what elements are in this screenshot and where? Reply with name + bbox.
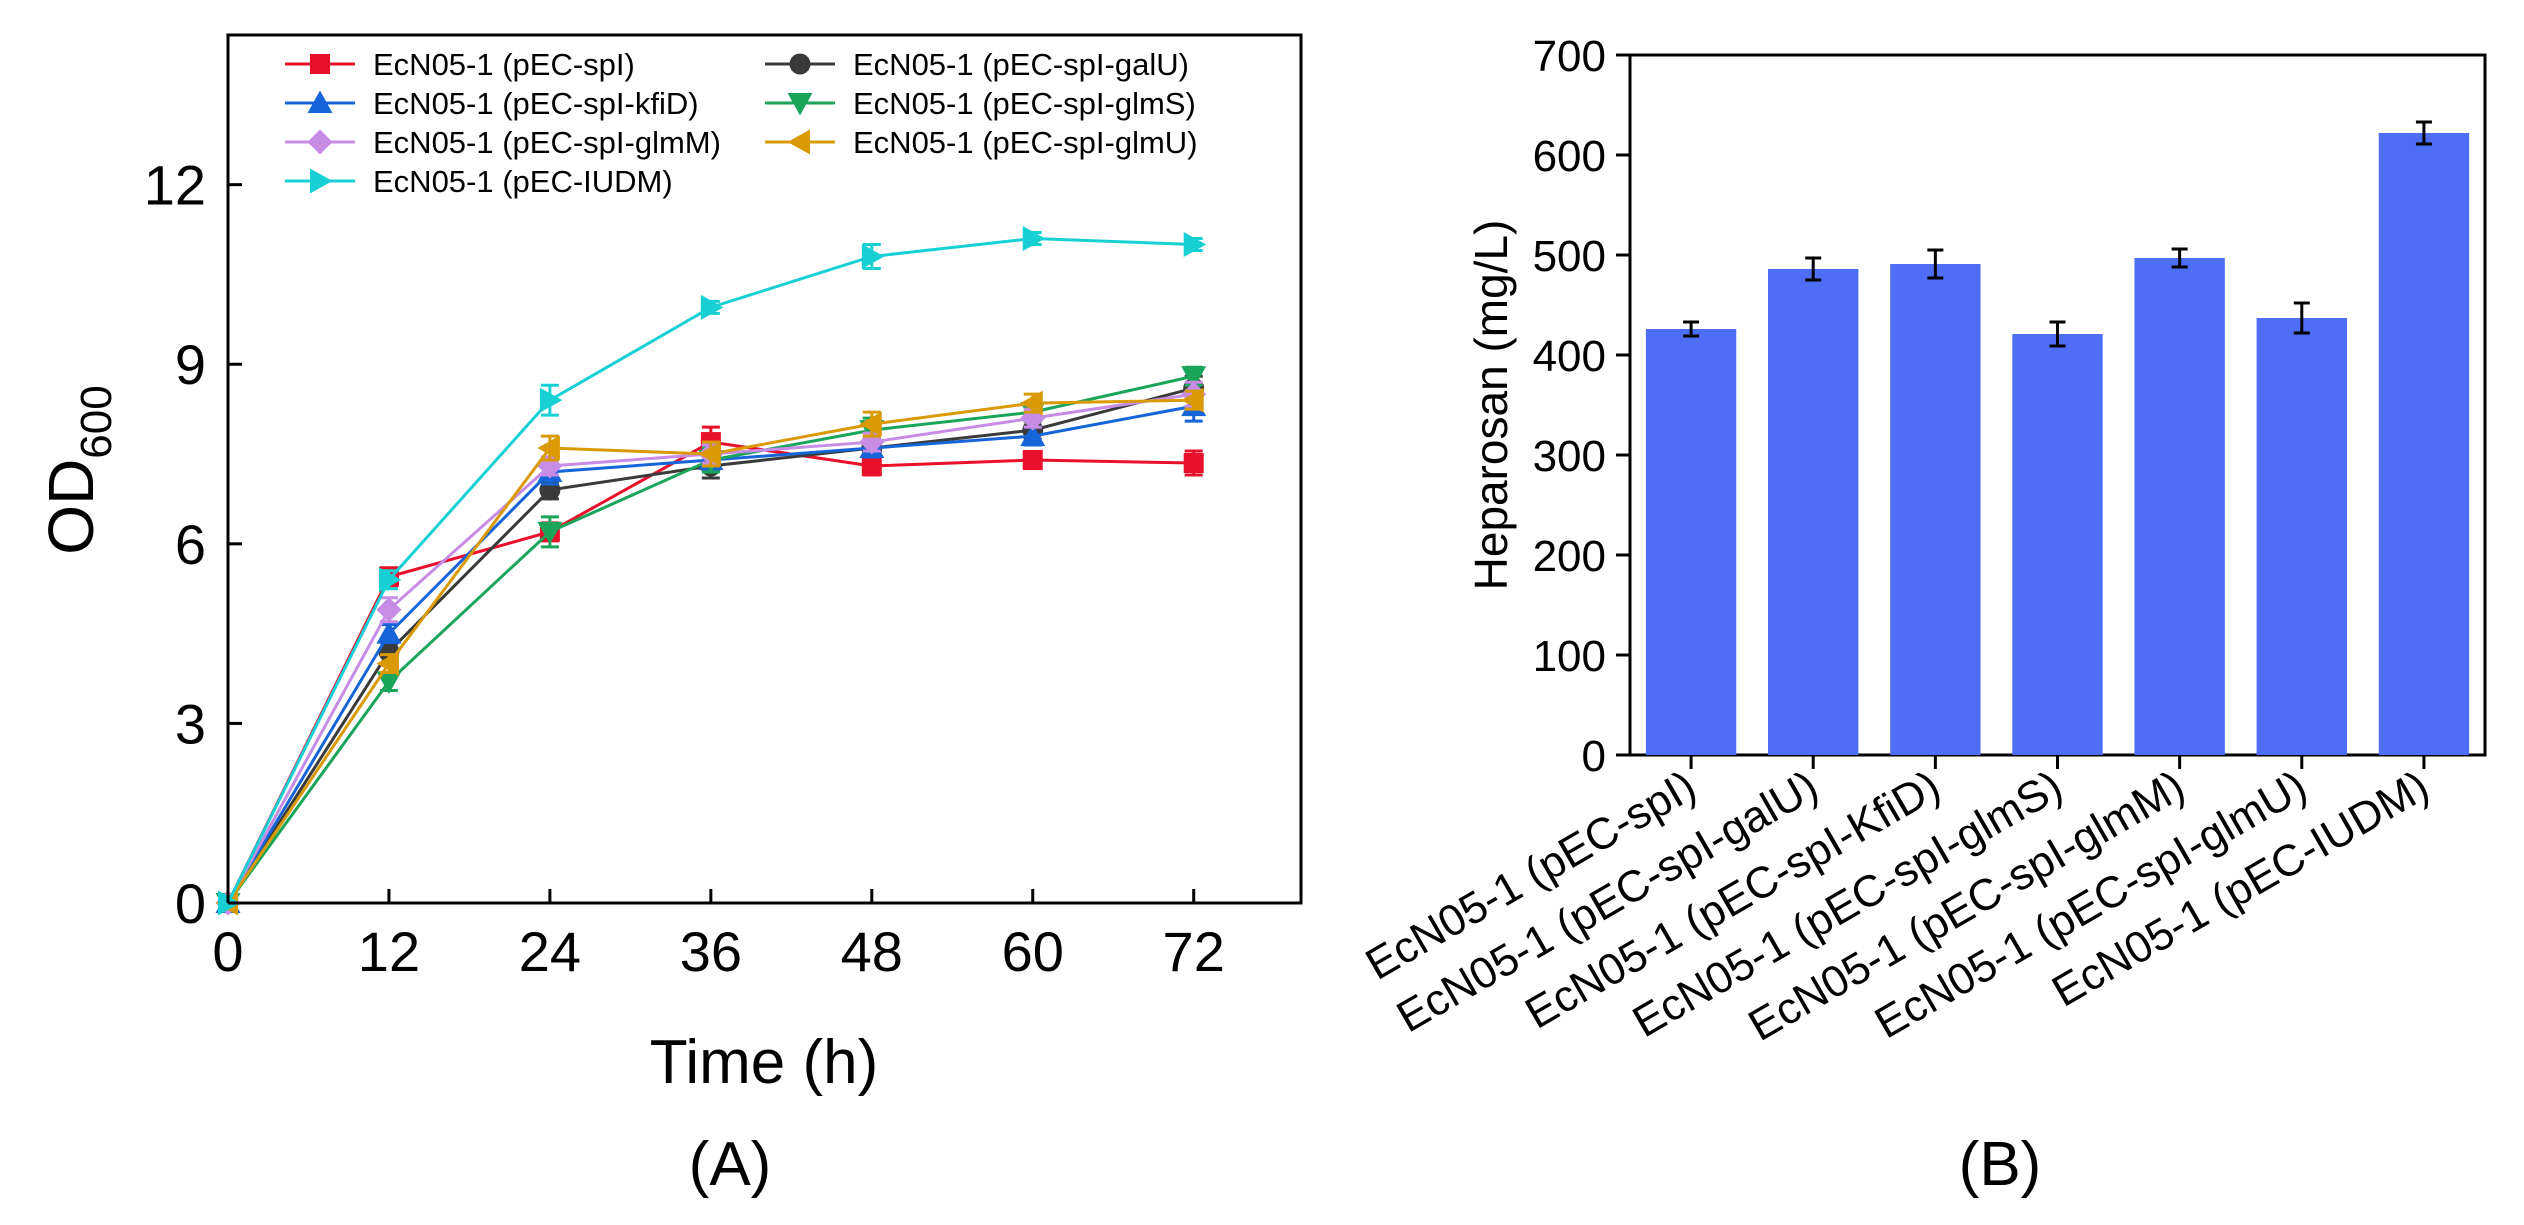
panel-a-legend-marker bbox=[789, 53, 811, 75]
panel-a-legend-entry: EcN05-1 (pEC-spI-glmS) bbox=[765, 86, 1196, 121]
panel-b-y-tick-label: 200 bbox=[1533, 532, 1606, 581]
panel-a-data-point bbox=[376, 621, 402, 644]
panel-a-legend-marker bbox=[310, 54, 330, 74]
panel-a-legend-label: EcN05-1 (pEC-spI) bbox=[373, 47, 635, 82]
panel-b-bar bbox=[2378, 133, 2470, 755]
panel-b-y-tick-label: 0 bbox=[1582, 732, 1606, 781]
panel-a-data-point bbox=[698, 441, 721, 467]
panel-a-y-tick-label: 9 bbox=[175, 333, 206, 396]
panel-a-legend-entry: EcN05-1 (pEC-spI) bbox=[285, 47, 635, 82]
panel-a-data-point bbox=[859, 411, 882, 437]
panel-a-legend-label: EcN05-1 (pEC-spI-glmU) bbox=[853, 125, 1198, 160]
panel-a-plot-frame bbox=[226, 33, 1303, 905]
panel-a-legend-marker bbox=[310, 168, 333, 194]
panel-a-series-line bbox=[226, 237, 1194, 904]
panel-a-x-tick-label: 60 bbox=[1002, 920, 1064, 983]
panel-b-bar bbox=[2134, 258, 2225, 755]
panel-a-x-tick-label: 72 bbox=[1163, 920, 1225, 983]
panel-a-data-point bbox=[537, 435, 560, 461]
panel-a-x-tick-label: 36 bbox=[680, 920, 742, 983]
panel-a-y-axis-label-subscript: 600 bbox=[72, 385, 121, 458]
panel-a-data-point bbox=[539, 387, 563, 413]
panel-a-y-axis-label: OD600 bbox=[35, 385, 121, 554]
panel-a-series-line bbox=[226, 440, 1194, 904]
panel-a-data-point bbox=[1183, 453, 1204, 474]
panel-a-data-point bbox=[1181, 387, 1204, 413]
panel-a-data-point bbox=[861, 456, 882, 477]
panel-b-label: (B) bbox=[1959, 1130, 2042, 1199]
panel-a-series-group bbox=[215, 226, 1207, 916]
panel-a-legend-entry: EcN05-1 (pEC-IUDM) bbox=[285, 164, 673, 199]
panel-a-data-point bbox=[861, 243, 885, 269]
panel-a-data-point bbox=[1020, 390, 1043, 416]
panel-b-bar bbox=[2256, 318, 2347, 755]
panel-b-bar bbox=[1645, 329, 1737, 755]
panel-b-bars-group bbox=[1645, 120, 2470, 755]
panel-a-y-tick-label: 6 bbox=[175, 513, 206, 576]
panel-a-series bbox=[218, 226, 1207, 916]
panel-b-y-tick-label: 400 bbox=[1533, 332, 1606, 381]
panel-a-data-point bbox=[376, 671, 402, 695]
panel-a-y-axis-label-main: OD bbox=[35, 459, 107, 555]
panel-a-series-line bbox=[226, 404, 1194, 904]
panel-a-data-point bbox=[537, 521, 563, 545]
panel-a-label: (A) bbox=[689, 1130, 772, 1199]
panel-a-y-tick-label: 3 bbox=[175, 692, 206, 755]
panel-b-y-tick-label: 700 bbox=[1533, 32, 1606, 81]
panel-b-y-tick-label: 600 bbox=[1533, 132, 1606, 181]
panel-a-x-tick-label: 48 bbox=[841, 920, 903, 983]
panel-a-data-point bbox=[376, 651, 399, 677]
panel-a-legend: EcN05-1 (pEC-spI) EcN05-1 (pEC-spI-galU) E… bbox=[285, 47, 1198, 199]
panel-a-legend-label: EcN05-1 (pEC-spI-kfiD) bbox=[373, 86, 699, 121]
panel-a-data-point bbox=[700, 294, 724, 320]
panel-a-x-tick-label: 0 bbox=[212, 920, 243, 983]
panel-a-data-point bbox=[1183, 232, 1207, 258]
panel-a-x-tick-label: 12 bbox=[358, 920, 420, 983]
panel-a-legend-label: EcN05-1 (pEC-spI-glmM) bbox=[373, 125, 721, 160]
panel-a-data-point bbox=[1020, 423, 1046, 447]
panel-a-y-tick-label: 12 bbox=[144, 154, 206, 217]
panel-a-y-tick-label: 0 bbox=[175, 872, 206, 935]
panel-a-data-point bbox=[378, 567, 402, 593]
panel-a-legend-marker bbox=[307, 129, 333, 155]
panel-a-legend-label: EcN05-1 (pEC-spI-galU) bbox=[853, 47, 1189, 82]
panel-a-legend-marker bbox=[307, 90, 333, 113]
panel-a-legend-label: EcN05-1 (pEC-spI-glmS) bbox=[853, 86, 1196, 121]
panel-a-legend-marker bbox=[787, 129, 810, 155]
panel-b-bar bbox=[1890, 264, 1981, 755]
panel-a-legend-label: EcN05-1 (pEC-IUDM) bbox=[373, 164, 673, 199]
panel-b-y-tick-label: 300 bbox=[1533, 432, 1606, 481]
panel-a-legend-entry: EcN05-1 (pEC-spI-glmU) bbox=[765, 125, 1198, 160]
panel-a-legend-marker bbox=[787, 93, 813, 116]
panel-a-legend-entry: EcN05-1 (pEC-spI-kfiD) bbox=[285, 86, 699, 121]
panel-a-data-point bbox=[376, 597, 402, 623]
panel-b-y-tick-label: 500 bbox=[1533, 232, 1606, 281]
panel-a-data-point bbox=[1022, 450, 1043, 471]
panel-a-legend-entry: EcN05-1 (pEC-spI-glmM) bbox=[285, 125, 721, 160]
panel-a-data-point bbox=[1022, 226, 1046, 252]
panel-b-bar bbox=[1768, 269, 1859, 755]
panel-a-x-tick-label: 24 bbox=[519, 920, 581, 983]
panel-a-x-axis-label: Time (h) bbox=[650, 1028, 878, 1097]
panel-b-y-tick-label: 100 bbox=[1533, 632, 1606, 681]
panel-a-series bbox=[215, 387, 1204, 916]
panel-b-bar bbox=[2012, 334, 2103, 755]
panel-a-data-point bbox=[1181, 366, 1207, 389]
panel-a-legend-entry: EcN05-1 (pEC-spI-galU) bbox=[765, 47, 1189, 82]
panel-b-y-axis-label: Heparosan (mg/L) bbox=[1465, 220, 1517, 591]
